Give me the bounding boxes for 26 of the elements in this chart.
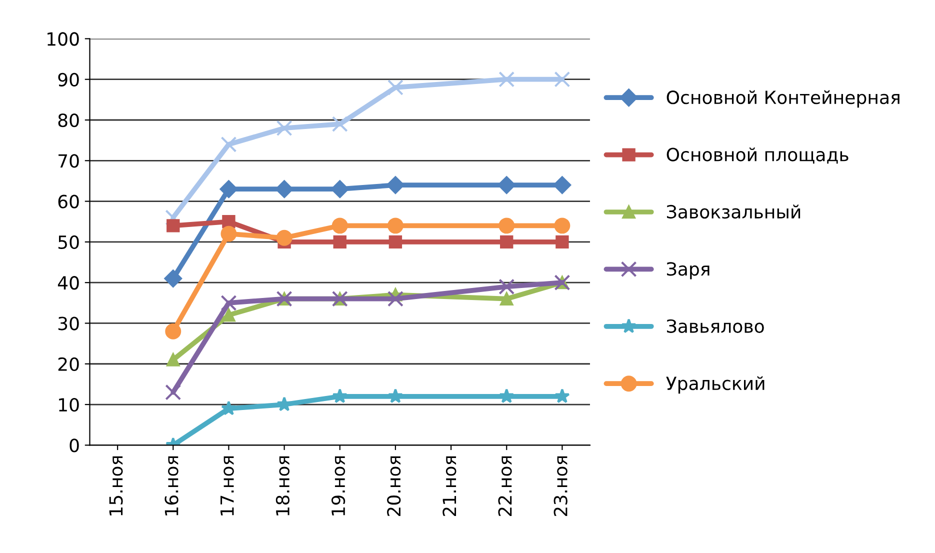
y-tick-label: 40	[58, 276, 79, 290]
x-tick-label: 15.ноя	[109, 456, 123, 516]
y-tick-label: 20	[58, 357, 79, 371]
y-tick-label: 10	[59, 398, 79, 412]
y-tick-label: 90	[58, 72, 79, 86]
y-tick-label: 0	[70, 438, 79, 452]
legend-label: Завьялово	[667, 319, 764, 333]
y-tick-label: 80	[58, 113, 79, 128]
x-tick-label: 16.ноя	[164, 456, 178, 516]
x-tick-label: 20.ноя	[387, 456, 401, 516]
y-tick-label: 70	[58, 154, 79, 168]
legend-label: Завокзальный	[667, 204, 800, 219]
legend-label: Основной Контейнерная	[666, 90, 900, 108]
x-tick-label: 19.ноя	[331, 456, 346, 516]
x-tick-label: 18.ноя	[276, 456, 290, 516]
x-tick-label: 23.ноя	[554, 456, 568, 516]
legend-label: Основной площадь	[666, 147, 848, 164]
legend-label: Заря	[667, 262, 710, 280]
x-tick-label: 17.ноя	[220, 456, 234, 516]
x-tick-label: 21.ноя	[442, 456, 456, 516]
x-tick-label: 22.ноя	[498, 456, 512, 516]
legend-label: Уральский	[666, 376, 764, 394]
y-tick-label: 50	[58, 235, 79, 250]
y-tick-label: 100	[48, 32, 79, 46]
y-tick-label: 30	[58, 316, 79, 330]
y-tick-label: 60	[58, 194, 79, 208]
